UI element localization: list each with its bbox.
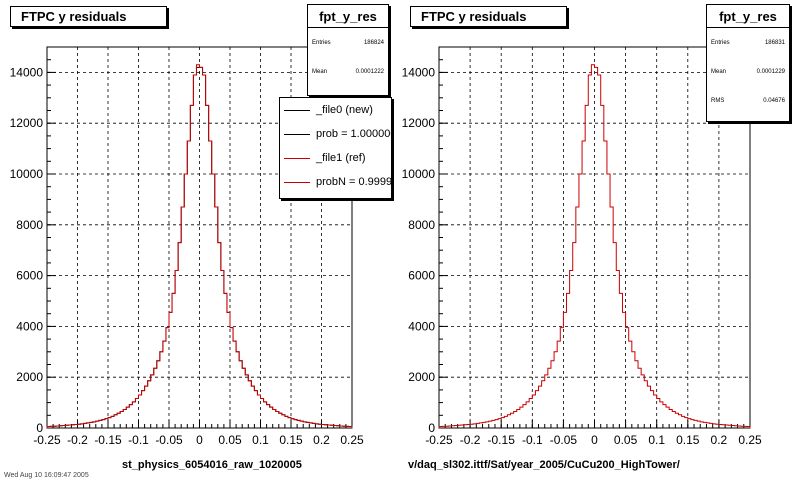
right-y-tick-label: 2000 bbox=[408, 370, 435, 384]
right-x-tick-label: -0.15 bbox=[488, 433, 516, 447]
left-stats-entries-label: Entries bbox=[312, 39, 331, 46]
right-x-tick-label: -0.25 bbox=[425, 433, 453, 447]
left-x-tick-label: -0.25 bbox=[33, 433, 61, 447]
left-x-tick-label: -0.05 bbox=[155, 433, 183, 447]
left-y-tick-label: 14000 bbox=[10, 65, 44, 79]
legend-swatch-file1 bbox=[284, 157, 310, 159]
left-y-tick-label: 2000 bbox=[16, 370, 43, 384]
left-stats-box: fpt_y_res Entries 186824 Mean 0.0001222 bbox=[307, 4, 389, 96]
legend-swatch-prob bbox=[284, 133, 310, 135]
legend-swatch-file0 bbox=[284, 109, 310, 111]
legend-entry-file0: _file0 (new) bbox=[280, 98, 391, 122]
left-x-tick-label: 0 bbox=[196, 433, 203, 447]
right-stats-box: fpt_y_res Entries 186831 Mean 0.0001229 … bbox=[706, 4, 790, 122]
right-histogram-plot: -0.25 -0.2 -0.15 -0.1 -0.05 0 0.05 0.1 0.15 0.2 0.… bbox=[402, 46, 762, 447]
legend-entry-prob: prob = 1.000000 bbox=[280, 122, 391, 146]
right-stats-mean-row: Mean 0.0001229 bbox=[707, 57, 789, 86]
left-stats-entries-row: Entries 186824 bbox=[308, 28, 388, 57]
left-stats-mean-value: 0.0001222 bbox=[355, 68, 384, 75]
right-y-tick-label: 10000 bbox=[402, 167, 436, 181]
right-footer-dataset-path: v/daq_sl302.ittf/Sat/year_2005/CuCu200_H… bbox=[408, 459, 680, 471]
left-y-tick-label: 6000 bbox=[16, 269, 43, 283]
left-x-tick-label: 0.05 bbox=[218, 433, 242, 447]
legend-label-file1: _file1 (ref) bbox=[316, 152, 366, 164]
right-stats-name: fpt_y_res bbox=[707, 5, 789, 28]
legend-label-probn: probN = 0.999999 bbox=[316, 176, 392, 188]
right-y-tick-label: 4000 bbox=[408, 319, 435, 333]
left-x-tick-label: -0.2 bbox=[67, 433, 88, 447]
left-stats-mean-row: Mean 0.0001222 bbox=[308, 57, 388, 86]
right-histogram-series-0 bbox=[438, 64, 751, 428]
left-x-tick-label: 0.2 bbox=[313, 433, 330, 447]
right-panel-title: FTPC y residuals bbox=[410, 6, 567, 27]
right-x-tick-label: -0.2 bbox=[460, 433, 481, 447]
right-plot-frame bbox=[438, 46, 751, 429]
right-x-tick-label: 0.05 bbox=[614, 433, 638, 447]
left-footer-run-name: st_physics_6054016_raw_1020005 bbox=[122, 459, 302, 471]
legend-entry-file1: _file1 (ref) bbox=[280, 146, 391, 170]
left-histogram-series-1 bbox=[46, 64, 353, 428]
legend-label-prob: prob = 1.000000 bbox=[316, 128, 392, 140]
right-x-tick-label: 0.2 bbox=[711, 433, 728, 447]
right-stats-mean-value: 0.0001229 bbox=[756, 68, 785, 75]
left-stats-name: fpt_y_res bbox=[308, 5, 388, 28]
right-stats-entries-label: Entries bbox=[711, 39, 730, 46]
right-stats-rms-label: RMS bbox=[711, 97, 725, 104]
left-y-tick-label: 4000 bbox=[16, 319, 43, 333]
right-stats-entries-value: 186831 bbox=[764, 39, 785, 46]
right-x-tick-label: 0 bbox=[591, 433, 598, 447]
right-y-tick-label: 14000 bbox=[402, 65, 436, 79]
right-x-tick-label: 0.1 bbox=[648, 433, 665, 447]
left-panel-title: FTPC y residuals bbox=[10, 6, 167, 27]
right-stats-rms-row: RMS 0.04676 bbox=[707, 86, 789, 115]
legend-entry-probn: probN = 0.999999 bbox=[280, 170, 391, 194]
left-y-tick-label: 0 bbox=[36, 421, 43, 435]
left-x-tick-label: -0.15 bbox=[94, 433, 122, 447]
legend-label-file0: _file0 (new) bbox=[316, 104, 373, 116]
left-y-tick-label: 8000 bbox=[16, 218, 43, 232]
timestamp: Wed Aug 10 16:09:47 2005 bbox=[4, 472, 89, 479]
left-stats-mean-label: Mean bbox=[312, 68, 328, 75]
left-legend: _file0 (new) prob = 1.000000 _file1 (ref… bbox=[279, 97, 392, 199]
right-x-tick-label: -0.05 bbox=[550, 433, 578, 447]
right-y-tick-label: 6000 bbox=[408, 269, 435, 283]
right-x-tick-label: 0.15 bbox=[676, 433, 700, 447]
left-stats-entries-value: 186824 bbox=[363, 39, 384, 46]
legend-swatch-probn bbox=[284, 181, 310, 183]
right-y-tick-label: 12000 bbox=[402, 116, 436, 130]
left-x-tick-label: 0.25 bbox=[340, 433, 364, 447]
right-x-tick-label: -0.1 bbox=[522, 433, 543, 447]
left-y-tick-label: 12000 bbox=[10, 116, 44, 130]
left-x-tick-label: 0.1 bbox=[252, 433, 269, 447]
left-x-tick-label: 0.15 bbox=[279, 433, 303, 447]
right-stats-mean-label: Mean bbox=[711, 68, 727, 75]
left-y-tick-label: 10000 bbox=[10, 167, 44, 181]
right-y-tick-label: 8000 bbox=[408, 218, 435, 232]
right-stats-rms-value: 0.04676 bbox=[763, 97, 785, 104]
right-y-tick-label: 0 bbox=[428, 421, 435, 435]
left-x-tick-label: -0.1 bbox=[128, 433, 149, 447]
right-stats-entries-row: Entries 186831 bbox=[707, 28, 789, 57]
right-x-tick-label: 0.25 bbox=[738, 433, 762, 447]
